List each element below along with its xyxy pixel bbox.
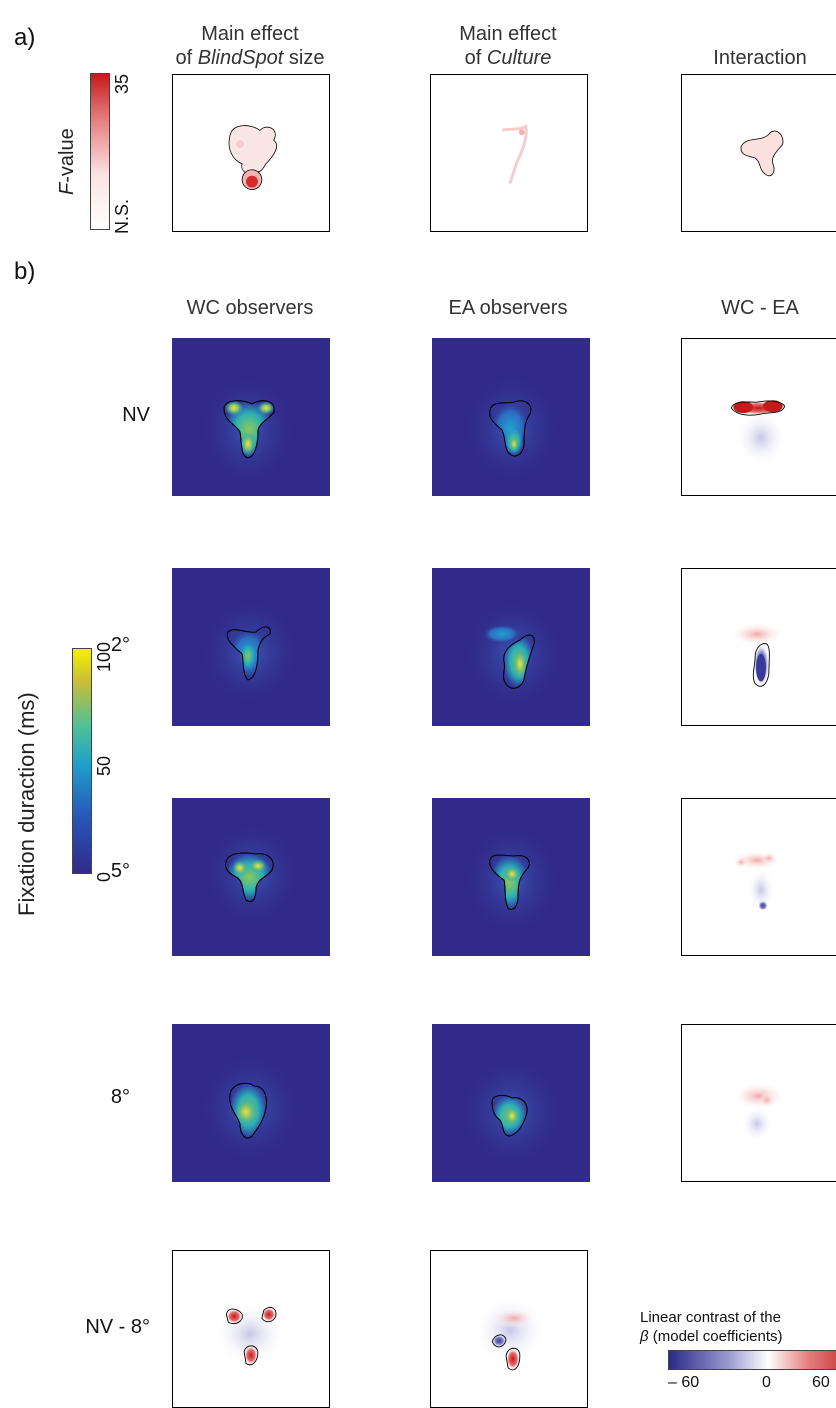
beta-colorbar (668, 1350, 836, 1370)
col-title-culture: Main effect of Culture (408, 22, 608, 70)
col-title-ea: EA observers (448, 297, 568, 319)
f-colorbar-label: F-value (56, 128, 78, 195)
fixation-tick-0: 0 (94, 871, 114, 882)
col-title-wc: WC observers (186, 297, 314, 319)
f-colorbar-min-tick: N.S. (112, 198, 132, 234)
col-title-line1: Main effect (459, 23, 557, 45)
row-label-5deg: 5° (110, 860, 130, 882)
col-title-line1: Main effect (201, 23, 299, 45)
fixation-colorbar (72, 648, 92, 874)
row-label-nv: NV (122, 404, 150, 426)
culture-main-effect-map (430, 74, 588, 232)
row-label-nv-minus-8deg: NV - 8° (85, 1316, 150, 1338)
diff-wc-ea-2deg (681, 568, 836, 726)
fixation-tick-50: 50 (94, 755, 114, 776)
heatmap-wc-8deg (172, 1024, 330, 1182)
fixation-colorbar-label: Fixation duraction (ms) (14, 692, 39, 916)
diff-wc-ea-5deg (681, 798, 836, 956)
col-title-line2: of BlindSpot size (175, 47, 325, 69)
row-label-2deg: 2° (110, 634, 130, 656)
diff-ea-nv-minus-8deg (430, 1250, 588, 1408)
heatmap-wc-2deg (172, 568, 330, 726)
beta-tick-neg60: – 60 (668, 1374, 700, 1391)
diff-wc-ea-8deg (681, 1024, 836, 1182)
beta-tick-60: 60 (812, 1374, 830, 1391)
panel-label-a: a) (14, 24, 36, 51)
f-colorbar-max-tick: 35 (112, 73, 132, 94)
panel-label-b: b) (14, 258, 36, 285)
col-title-wc-minus-ea: WC - EA (721, 297, 799, 319)
heatmap-ea-2deg (432, 568, 590, 726)
heatmap-wc-nv (172, 338, 330, 496)
col-title-line2: of Culture (464, 47, 552, 69)
diff-wc-nv-minus-8deg (172, 1250, 330, 1408)
fixation-tick-100: 100 (94, 641, 114, 672)
heatmap-ea-8deg (432, 1024, 590, 1182)
col-title-blindspot: Main effect of BlindSpot size (150, 22, 350, 70)
heatmap-wc-5deg (172, 798, 330, 956)
heatmap-ea-5deg (432, 798, 590, 956)
diff-wc-ea-nv (681, 338, 836, 496)
f-value-colorbar (90, 73, 110, 230)
interaction-map (681, 74, 836, 232)
beta-colorbar-title: Linear contrast of the β (model coeffici… (640, 1309, 783, 1345)
col-title-interaction: Interaction (713, 47, 807, 69)
row-label-8deg: 8° (110, 1086, 130, 1108)
beta-tick-0: 0 (762, 1374, 771, 1391)
blindspot-main-effect-map (172, 74, 330, 232)
heatmap-ea-nv (432, 338, 590, 496)
